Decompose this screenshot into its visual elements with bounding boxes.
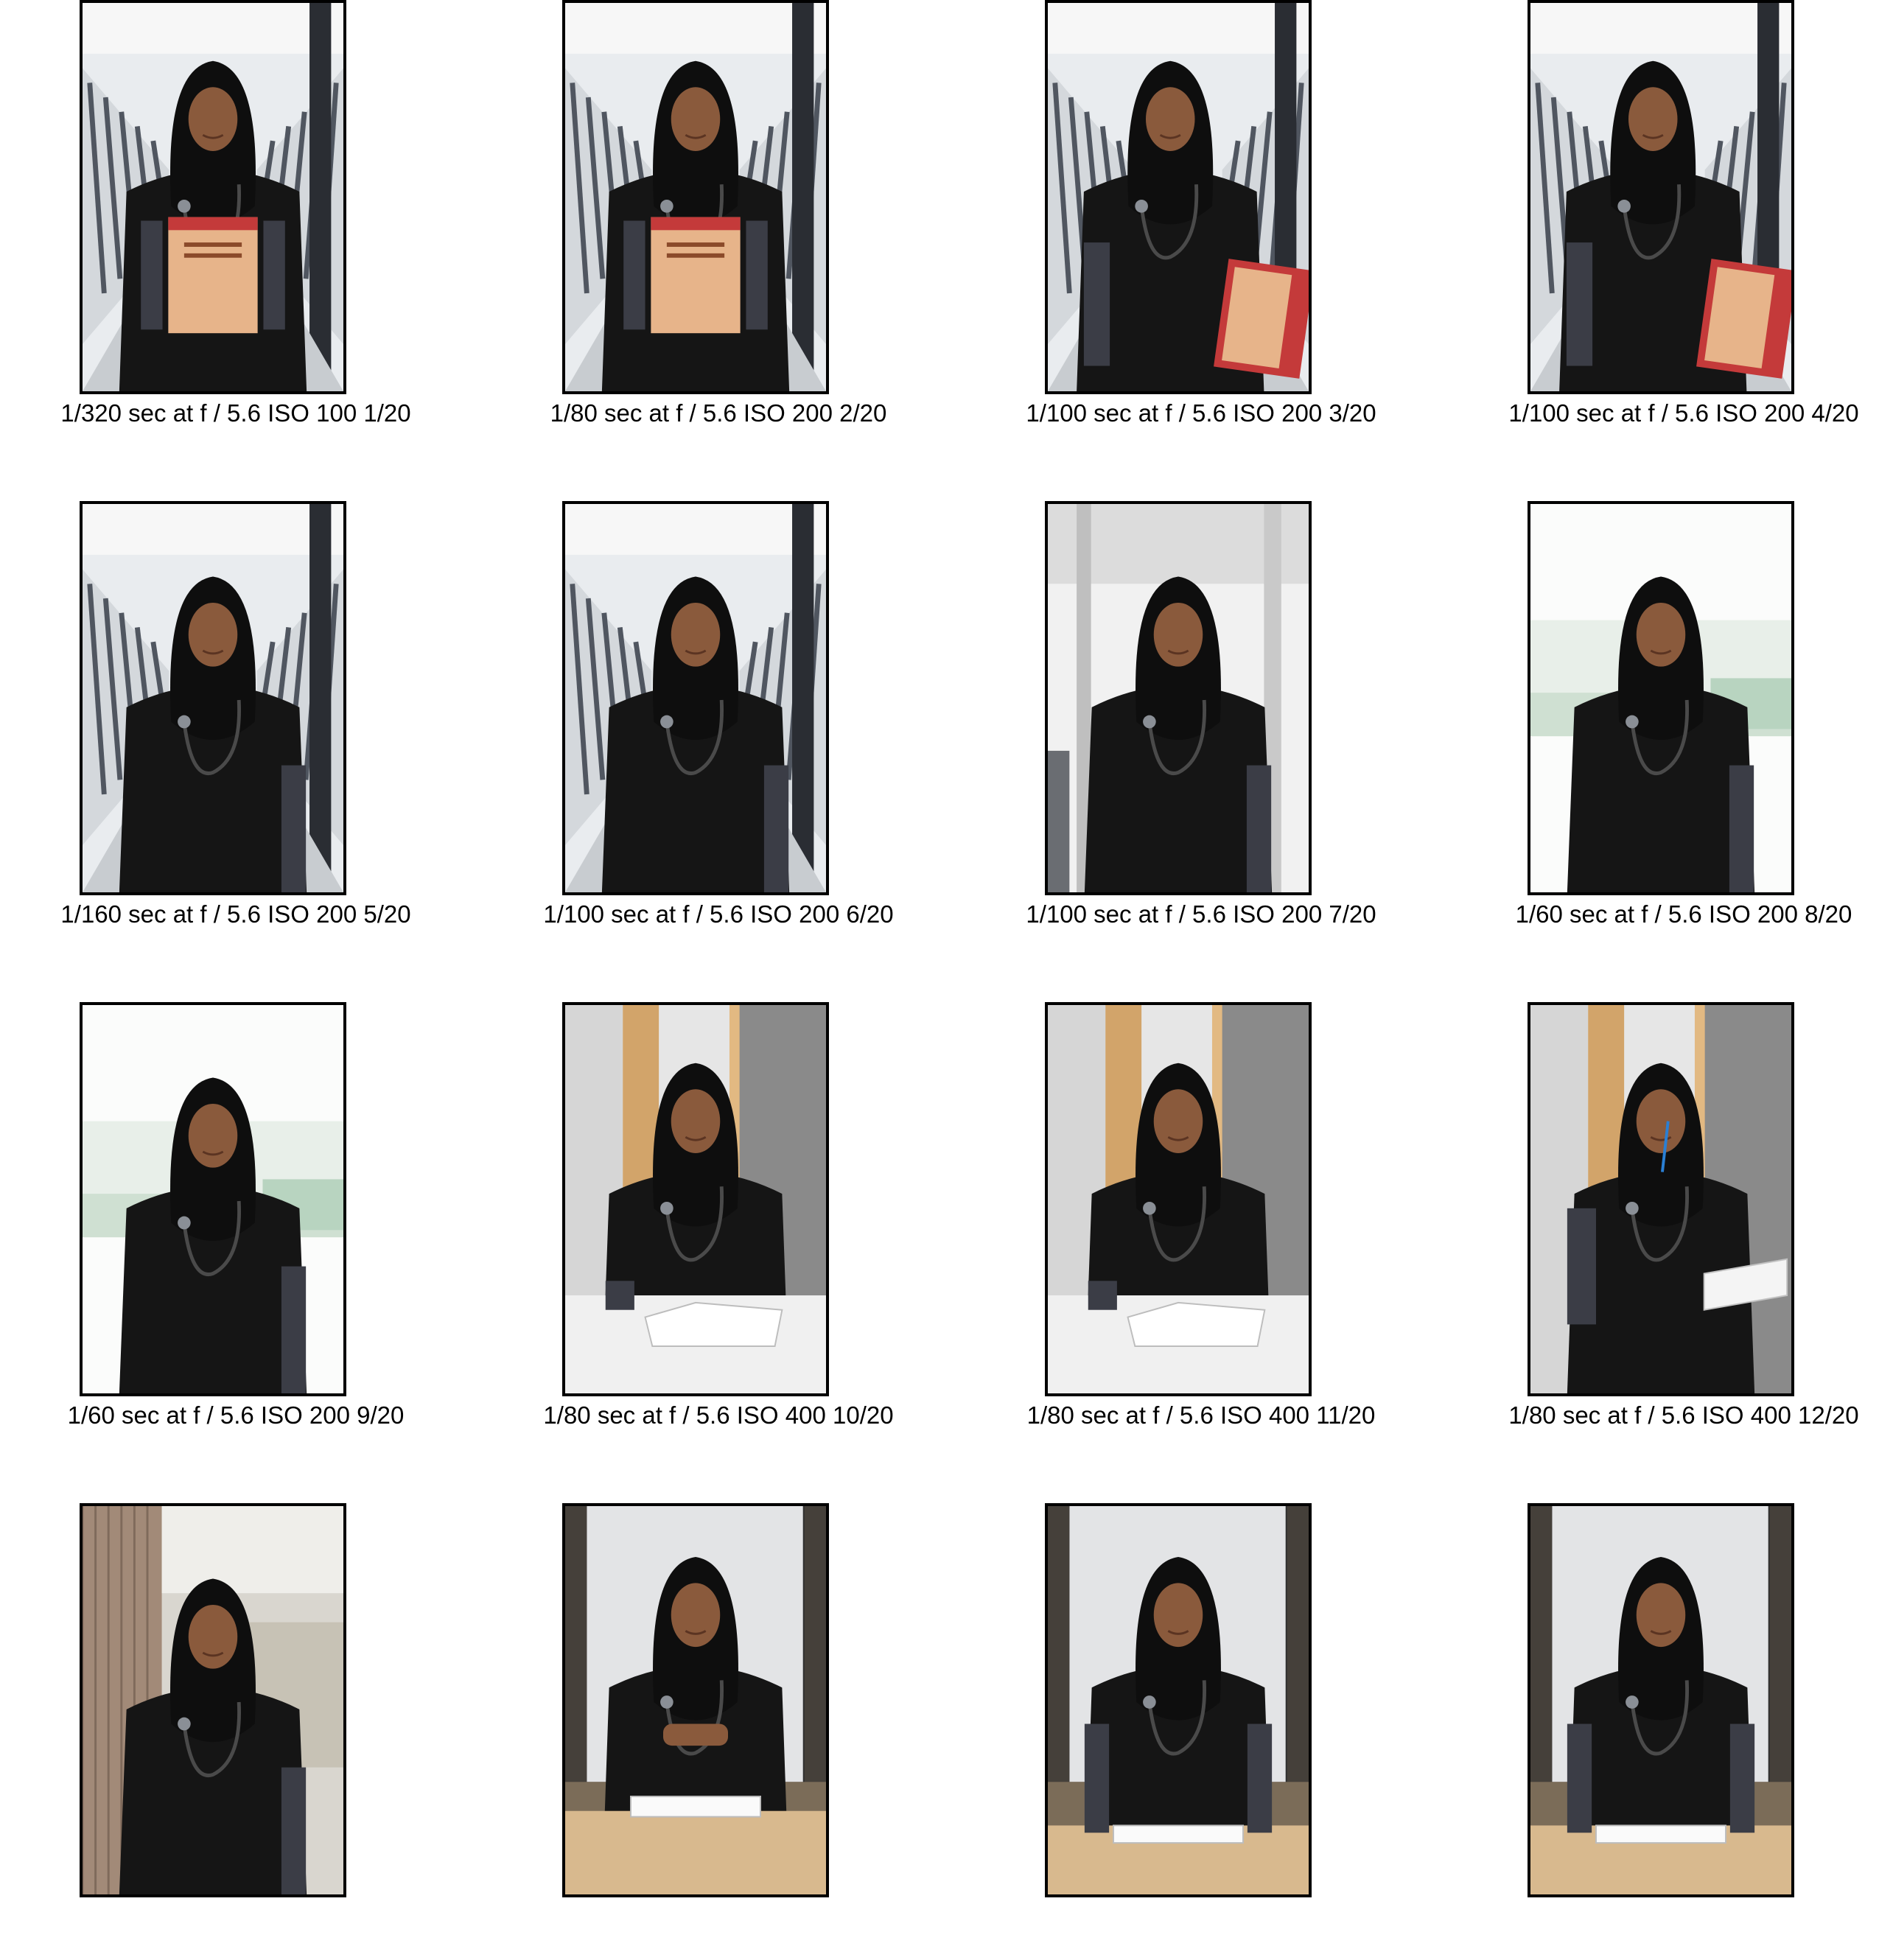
nurse-portrait-image <box>83 1506 343 1894</box>
photo-cell: 1/80 sec at f / 5.6 ISO 400 12/20 <box>1448 1002 1879 1459</box>
photo-cell: 1/160 sec at f / 5.6 ISO 200 5/20 <box>0 501 472 958</box>
photo-caption: 1/80 sec at f / 5.6 ISO 200 2/20 <box>550 399 887 427</box>
photo-thumbnail[interactable] <box>1045 1002 1312 1396</box>
nurse-portrait-image <box>83 3 343 391</box>
photo-caption: 1/100 sec at f / 5.6 ISO 200 7/20 <box>1026 900 1376 928</box>
nurse-portrait-image <box>1530 1005 1791 1393</box>
photo-thumbnail[interactable] <box>80 0 346 394</box>
photo-caption: 1/100 sec at f / 5.6 ISO 200 4/20 <box>1508 399 1859 427</box>
nurse-portrait-image <box>1530 504 1791 892</box>
nurse-portrait-image <box>565 3 826 391</box>
nurse-portrait-image <box>565 1005 826 1393</box>
photo-caption: 1/60 sec at f / 5.6 ISO 200 9/20 <box>67 1401 405 1429</box>
photo-cell: 1/60 sec at f / 5.6 ISO 200 8/20 <box>1448 501 1879 958</box>
photo-cell: 1/320 sec at f / 5.6 ISO 100 1/20 <box>0 0 472 457</box>
photo-thumbnail[interactable] <box>1528 1503 1794 1897</box>
photo-caption: 1/60 sec at f / 5.6 ISO 200 8/20 <box>1515 900 1852 928</box>
nurse-portrait-image <box>1048 1506 1309 1894</box>
photo-thumbnail[interactable] <box>562 1503 829 1897</box>
photo-thumbnail[interactable] <box>562 501 829 895</box>
photo-thumbnail[interactable] <box>80 1503 346 1897</box>
photo-caption: 1/320 sec at f / 5.6 ISO 100 1/20 <box>60 399 411 427</box>
photo-cell: 1/100 sec at f / 5.6 ISO 200 7/20 <box>965 501 1437 958</box>
photo-thumbnail[interactable] <box>1045 1503 1312 1897</box>
nurse-portrait-image <box>83 504 343 892</box>
photo-cell: 1/80 sec at f / 5.6 ISO 200 2/20 <box>483 0 954 457</box>
photo-caption: 1/80 sec at f / 5.6 ISO 400 12/20 <box>1508 1401 1859 1429</box>
photo-caption: 1/100 sec at f / 5.6 ISO 200 3/20 <box>1026 399 1376 427</box>
photo-cell <box>0 1503 472 1960</box>
photo-thumbnail[interactable] <box>562 0 829 394</box>
photo-cell <box>1448 1503 1879 1960</box>
photo-thumbnail[interactable] <box>562 1002 829 1396</box>
nurse-portrait-image <box>1530 3 1791 391</box>
nurse-portrait-image <box>1530 1506 1791 1894</box>
nurse-portrait-image <box>1048 504 1309 892</box>
photo-caption: 1/80 sec at f / 5.6 ISO 400 10/20 <box>543 1401 894 1429</box>
photo-thumbnail[interactable] <box>1045 501 1312 895</box>
photo-cell: 1/80 sec at f / 5.6 ISO 400 11/20 <box>965 1002 1437 1459</box>
photo-thumbnail[interactable] <box>80 501 346 895</box>
nurse-portrait-image <box>83 1005 343 1393</box>
photo-cell <box>965 1503 1437 1960</box>
photo-thumbnail[interactable] <box>1528 0 1794 394</box>
photo-caption: 1/80 sec at f / 5.6 ISO 400 11/20 <box>1026 1401 1376 1429</box>
photo-thumbnail[interactable] <box>1528 501 1794 895</box>
photo-thumbnail[interactable] <box>1045 0 1312 394</box>
photo-thumbnail[interactable] <box>1528 1002 1794 1396</box>
nurse-portrait-image <box>1048 1005 1309 1393</box>
photo-caption: 1/160 sec at f / 5.6 ISO 200 5/20 <box>60 900 411 928</box>
nurse-portrait-image <box>1048 3 1309 391</box>
photo-cell: 1/100 sec at f / 5.6 ISO 200 6/20 <box>483 501 954 958</box>
photo-cell: 1/100 sec at f / 5.6 ISO 200 4/20 <box>1448 0 1879 457</box>
photo-caption: 1/100 sec at f / 5.6 ISO 200 6/20 <box>543 900 894 928</box>
contact-sheet: 1/320 sec at f / 5.6 ISO 100 1/20 1/80 se… <box>0 0 1879 1897</box>
photo-cell <box>483 1503 954 1960</box>
photo-cell: 1/80 sec at f / 5.6 ISO 400 10/20 <box>483 1002 954 1459</box>
photo-thumbnail[interactable] <box>80 1002 346 1396</box>
photo-cell: 1/100 sec at f / 5.6 ISO 200 3/20 <box>965 0 1437 457</box>
nurse-portrait-image <box>565 1506 826 1894</box>
photo-cell: 1/60 sec at f / 5.6 ISO 200 9/20 <box>0 1002 472 1459</box>
nurse-portrait-image <box>565 504 826 892</box>
